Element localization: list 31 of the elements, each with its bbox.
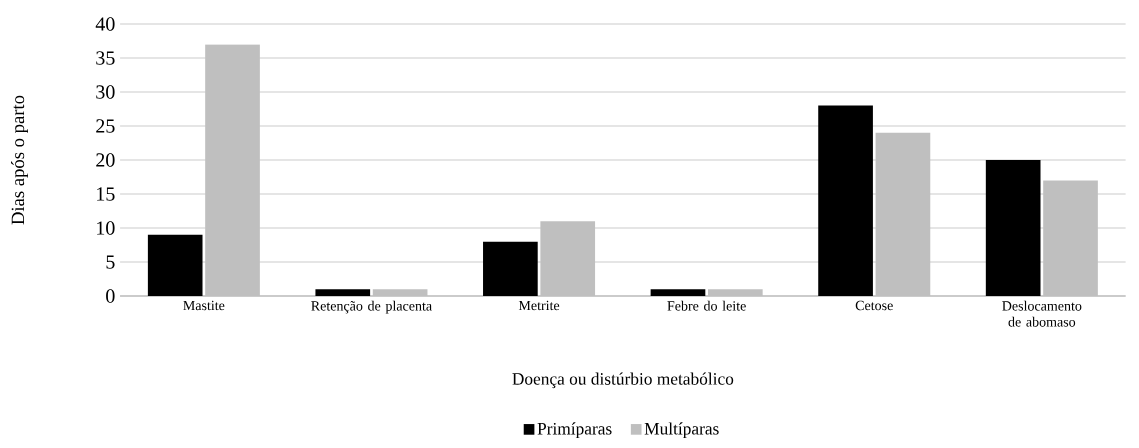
bar — [372, 289, 428, 297]
y-tick-label: 20 — [96, 153, 115, 167]
y-tick-label: 25 — [96, 119, 115, 133]
x-axis-title: Doença ou distúrbio metabólico — [512, 372, 734, 389]
bar — [1043, 180, 1098, 297]
y-tick-label: 10 — [97, 221, 115, 235]
x-tick-label: Retenção de placenta — [311, 300, 432, 314]
y-tick-label: 30 — [96, 85, 115, 99]
bar — [707, 289, 763, 297]
legend-label: Multíparas — [644, 422, 719, 439]
legend-label: Primíparas — [537, 422, 612, 439]
y-axis-title: Dias após o parto — [11, 95, 28, 225]
y-tick-label: 40 — [95, 17, 115, 31]
y-tick-label: 35 — [96, 51, 115, 65]
bar — [875, 132, 931, 297]
bar — [147, 234, 203, 297]
y-tick-label: 0 — [106, 289, 115, 303]
bar — [650, 289, 706, 297]
x-tick-label: Febre do leite — [667, 300, 746, 311]
bar — [315, 289, 371, 297]
bar — [540, 221, 596, 297]
x-tick-label: Cetose — [855, 300, 893, 311]
x-tick-label: Metrite — [518, 300, 560, 311]
bar — [985, 159, 1041, 297]
bar — [818, 105, 873, 297]
x-tick-label: Deslocamento de abomaso — [1002, 300, 1082, 327]
bar — [205, 44, 260, 297]
x-tick-label: Mastite — [183, 300, 225, 311]
bar — [483, 241, 538, 297]
y-tick-label: 15 — [97, 187, 115, 201]
y-tick-label: 5 — [106, 255, 115, 269]
